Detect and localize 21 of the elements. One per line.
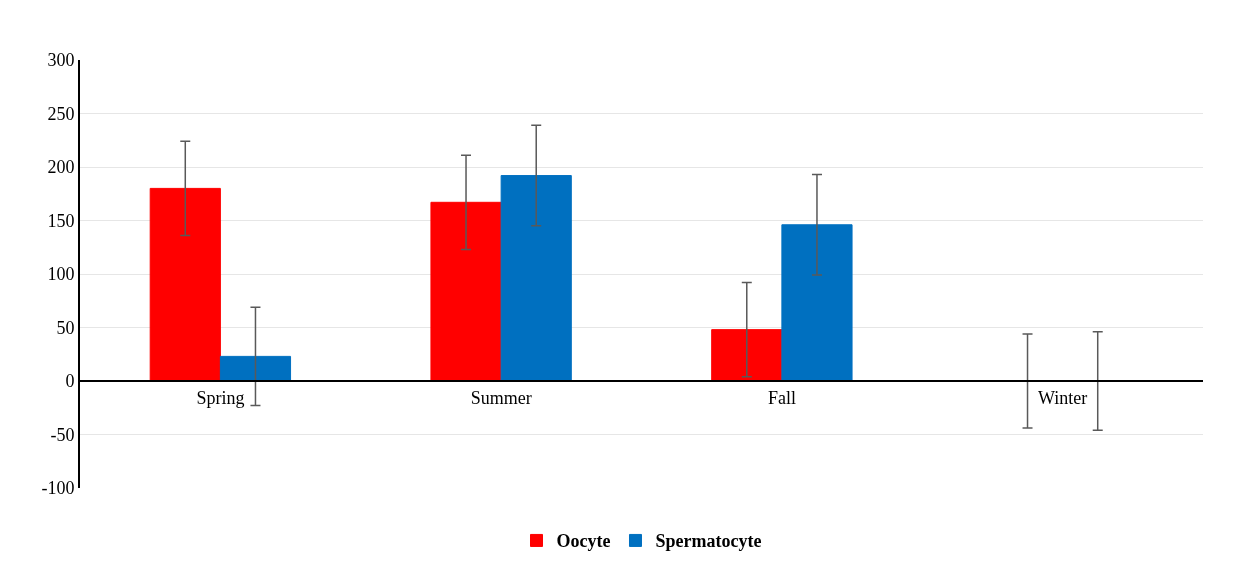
- y-tick-label: 200: [47, 157, 75, 178]
- x-tick-label: Winter: [1038, 387, 1088, 408]
- legend-label: Oocyte: [556, 531, 611, 552]
- y-tick-label: 100: [47, 264, 75, 285]
- bar: [149, 187, 221, 382]
- y-tick-label: 0: [65, 371, 75, 392]
- legend-label: Spermatocyte: [655, 531, 762, 552]
- bar: [430, 201, 502, 382]
- y-tick-label: -100: [41, 478, 75, 499]
- x-tick-label: Fall: [767, 387, 796, 408]
- y-tick-label: 150: [47, 210, 75, 231]
- y-tick-label: 250: [47, 103, 75, 124]
- bar: [219, 355, 292, 382]
- y-tick-label: 50: [56, 317, 75, 338]
- bar: [781, 224, 853, 382]
- bar: [500, 175, 572, 382]
- bar: [711, 329, 783, 382]
- x-tick-label: Summer: [470, 387, 532, 408]
- x-tick-label: Spring: [196, 387, 245, 408]
- y-tick-label: -50: [50, 424, 75, 445]
- y-tick-label: 300: [47, 50, 75, 71]
